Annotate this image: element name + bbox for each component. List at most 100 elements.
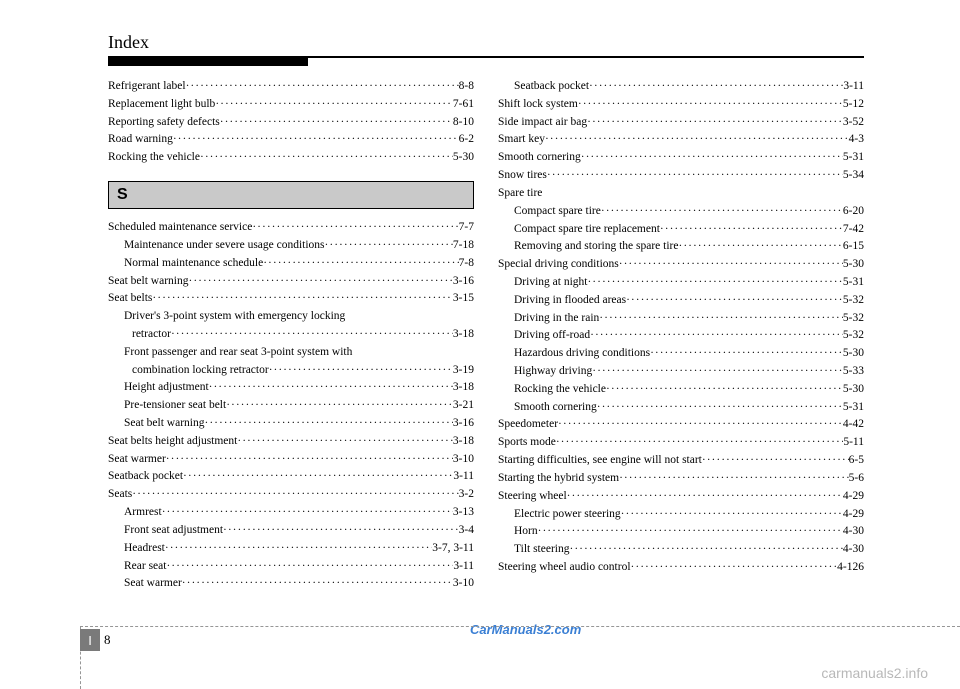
entry-label: Seat belts [108, 290, 152, 308]
leader-dots [587, 114, 843, 132]
entry-label: Compact spare tire [514, 203, 601, 221]
entry-page: 5-32 [843, 327, 864, 345]
entry-page: 7-61 [453, 96, 474, 114]
index-entry: Smooth cornering5-31 [498, 149, 864, 167]
leader-dots [631, 559, 838, 577]
entry-label: Electric power steering [514, 506, 621, 524]
entry-label: Maintenance under severe usage condition… [124, 237, 325, 255]
index-entry: Replacement light bulb 7-61 [108, 96, 474, 114]
index-entry: Pre-tensioner seat belt3-21 [108, 397, 474, 415]
entry-page: 3-10 [453, 575, 474, 593]
entry-label: Snow tires [498, 167, 547, 185]
index-entry: Tilt steering 4-30 [498, 541, 864, 559]
index-entry: Driving off-road 5-32 [498, 327, 864, 345]
entry-page: 8-10 [453, 114, 474, 132]
index-entry: Rocking the vehicle5-30 [498, 381, 864, 399]
entry-label: Seat warmer [108, 451, 166, 469]
leader-dots [152, 290, 453, 308]
index-entry: Smooth cornering5-31 [498, 399, 864, 417]
entry-page: 5-31 [843, 149, 864, 167]
leader-dots [601, 203, 843, 221]
index-entry: Seatback pocket3-11 [108, 468, 474, 486]
index-entry: Compact spare tire6-20 [498, 203, 864, 221]
page-title: Index [108, 32, 149, 53]
entry-label: Seat warmer [124, 575, 182, 593]
entry-page: 3-11 [843, 78, 864, 96]
page-section-letter: I [80, 629, 100, 651]
index-entry: Armrest3-13 [108, 504, 474, 522]
leader-dots [204, 415, 452, 433]
entry-page: 5-6 [849, 470, 864, 488]
entry-label: Starting difficulties, see engine will n… [498, 452, 702, 470]
index-entry: Side impact air bag3-52 [498, 114, 864, 132]
entry-page: 8-8 [459, 78, 474, 96]
entry-label: Seatback pocket [514, 78, 589, 96]
entry-page: 7-8 [459, 255, 474, 273]
index-entry: Spare tire [498, 185, 864, 203]
leader-dots [182, 575, 453, 593]
index-columns: Refrigerant label8-8Replacement light bu… [108, 78, 864, 593]
entry-page: 3-10 [453, 451, 474, 469]
leader-dots [547, 167, 843, 185]
leader-dots [165, 540, 432, 558]
entry-page: 6-5 [849, 452, 864, 470]
entry-page: 3-15 [453, 290, 474, 308]
index-entry: Height adjustment3-18 [108, 379, 474, 397]
entry-label: Height adjustment [124, 379, 209, 397]
leader-dots [702, 452, 849, 470]
entry-page: 4-30 [843, 541, 864, 559]
index-entry: Front seat adjustment3-4 [108, 522, 474, 540]
entry-page: 5-32 [843, 310, 864, 328]
leader-dots [237, 433, 453, 451]
entry-label: Replacement light bulb [108, 96, 215, 114]
entry-page: 4-29 [843, 506, 864, 524]
leader-dots [325, 237, 453, 255]
entry-label: Starting the hybrid system [498, 470, 619, 488]
entry-label: Spare tire [498, 185, 542, 203]
entry-label: Removing and storing the spare tire [514, 238, 678, 256]
entry-page: 5-32 [843, 292, 864, 310]
index-entry: Seat belt warning3-16 [108, 273, 474, 291]
entry-label: Normal maintenance schedule [124, 255, 263, 273]
entry-label: Rocking the vehicle [514, 381, 606, 399]
entry-label: Seat belts height adjustment [108, 433, 237, 451]
index-entry: Seat belts height adjustment3-18 [108, 433, 474, 451]
bottom-watermark: carmanuals2.info [821, 665, 928, 681]
index-entry: Smart key4-3 [498, 131, 864, 149]
entry-label: Armrest [124, 504, 162, 522]
entry-label: Seats [108, 486, 132, 504]
watermark-blue: CarManuals2.com [470, 622, 581, 637]
entry-label: Highway driving [514, 363, 592, 381]
entry-label: Scheduled maintenance service [108, 219, 252, 237]
leader-dots [132, 486, 458, 504]
entry-label: Rocking the vehicle [108, 149, 200, 167]
entry-page: 6-2 [459, 131, 474, 149]
entry-label: Driving off-road [514, 327, 590, 345]
index-entry: Seat warmer 3-10 [108, 575, 474, 593]
entry-page: 3-4 [459, 522, 474, 540]
entry-label: Horn [514, 523, 538, 541]
entry-page: 5-30 [453, 149, 474, 167]
index-entry: Maintenance under severe usage condition… [108, 237, 474, 255]
index-entry: Shift lock system5-12 [498, 96, 864, 114]
leader-dots [621, 506, 843, 524]
entry-label: Pre-tensioner seat belt [124, 397, 226, 415]
leader-dots [619, 470, 849, 488]
entry-label: Shift lock system [498, 96, 578, 114]
leader-dots [226, 397, 453, 415]
leader-dots [567, 488, 843, 506]
leader-dots [166, 451, 453, 469]
leader-dots [186, 78, 459, 96]
entry-label: Reporting safety defects [108, 114, 220, 132]
index-entry: Refrigerant label8-8 [108, 78, 474, 96]
index-entry: Seat warmer 3-10 [108, 451, 474, 469]
entry-label: Special driving conditions [498, 256, 619, 274]
index-entry: Compact spare tire replacement7-42 [498, 221, 864, 239]
entry-page: 5-33 [843, 363, 864, 381]
dashed-border-h [80, 626, 960, 627]
index-entry: Seat belts 3-15 [108, 290, 474, 308]
leader-dots [220, 114, 453, 132]
entry-label: Tilt steering [514, 541, 569, 559]
index-entry: Starting the hybrid system 5-6 [498, 470, 864, 488]
index-entry: Front passenger and rear seat 3-point sy… [108, 344, 474, 362]
